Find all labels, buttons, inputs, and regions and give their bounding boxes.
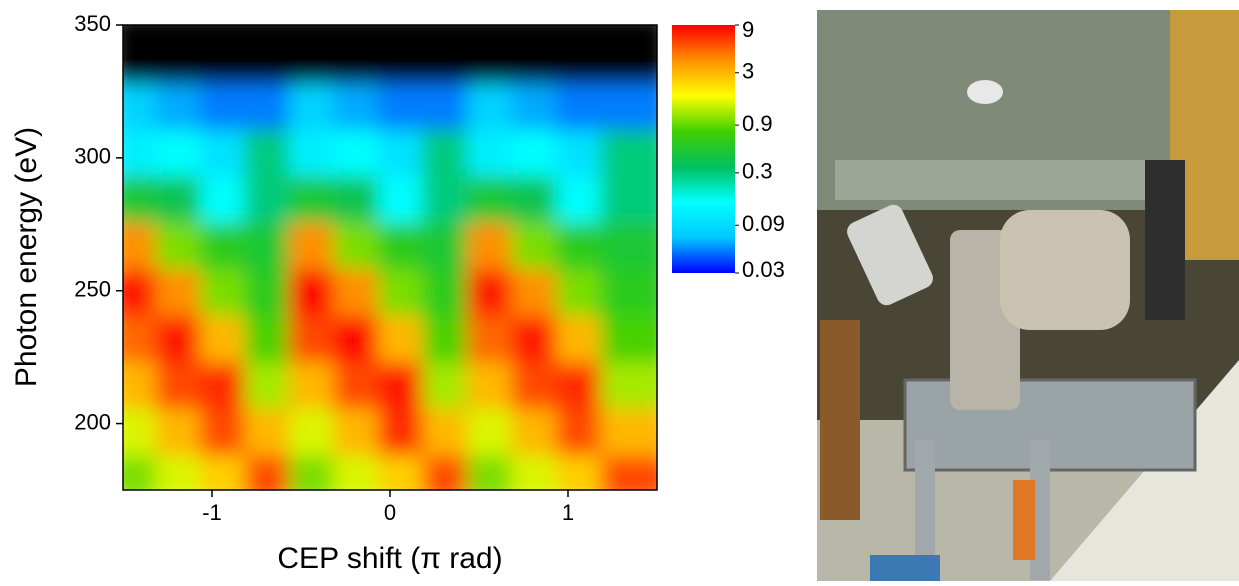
colorbar-tick-label: 9 [742, 17, 754, 42]
x-tick-label: -1 [202, 500, 222, 525]
y-tick-label: 300 [74, 144, 111, 169]
colorbar-tick-label: 0.9 [742, 111, 773, 136]
x-tick-label: 1 [562, 500, 574, 525]
y-axis-label: Photon energy (eV) [10, 127, 43, 387]
colorbar-tick-label: 0.03 [742, 257, 785, 282]
y-tick-label: 350 [74, 11, 111, 36]
lab-photo [817, 10, 1239, 581]
colorbar [672, 25, 735, 273]
heatmap [123, 25, 657, 490]
y-tick-label: 200 [74, 409, 111, 434]
x-tick-label: 0 [384, 500, 396, 525]
x-axis-label: CEP shift (π rad) [277, 542, 502, 575]
colorbar-tick-label: 3 [742, 59, 754, 84]
y-tick-label: 250 [74, 277, 111, 302]
heat-cell [600, 25, 657, 84]
colorbar-tick-label: 0.3 [742, 159, 773, 184]
colorbar-tick-label: 0.09 [742, 211, 785, 236]
heatmap-cells [123, 25, 657, 490]
